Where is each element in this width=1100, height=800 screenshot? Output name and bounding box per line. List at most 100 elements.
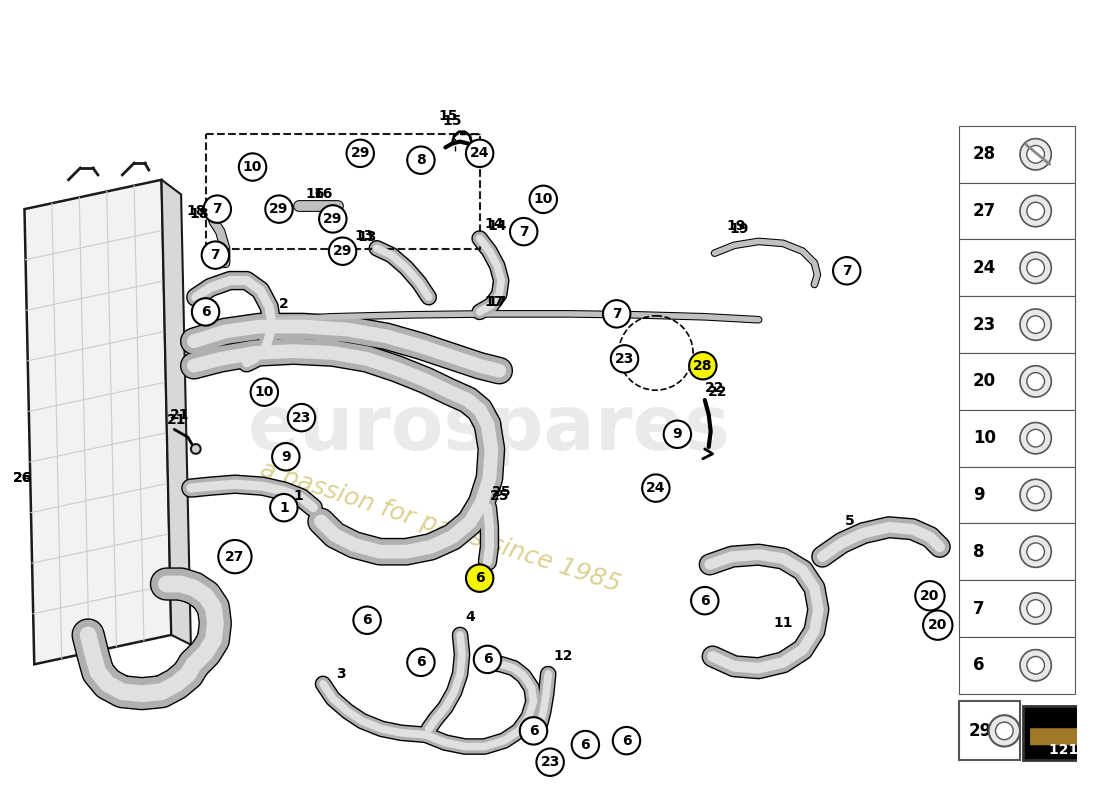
- Text: eurospares: eurospares: [248, 392, 730, 466]
- Text: 4: 4: [465, 610, 475, 624]
- Text: 25: 25: [490, 489, 509, 503]
- Text: 7: 7: [974, 599, 984, 618]
- Circle shape: [1026, 316, 1045, 334]
- Text: 7: 7: [842, 264, 851, 278]
- Circle shape: [191, 444, 200, 454]
- Text: 15: 15: [439, 109, 458, 123]
- Text: 26: 26: [13, 471, 32, 486]
- Text: 10: 10: [254, 385, 274, 399]
- Text: 11: 11: [773, 616, 793, 630]
- Circle shape: [1026, 430, 1045, 447]
- Circle shape: [407, 649, 434, 676]
- Text: 13: 13: [358, 230, 377, 243]
- Circle shape: [1026, 486, 1045, 504]
- Text: 23: 23: [292, 410, 311, 425]
- Text: 21: 21: [166, 413, 186, 426]
- Bar: [959, 466, 1075, 523]
- Circle shape: [1020, 138, 1052, 170]
- Text: 9: 9: [974, 486, 984, 504]
- Circle shape: [529, 186, 557, 213]
- Circle shape: [1026, 259, 1045, 277]
- Text: 17: 17: [485, 295, 504, 309]
- Circle shape: [218, 540, 252, 574]
- Circle shape: [642, 474, 670, 502]
- Circle shape: [691, 587, 718, 614]
- Circle shape: [1020, 252, 1052, 283]
- Circle shape: [201, 242, 229, 269]
- Circle shape: [610, 345, 638, 373]
- Circle shape: [833, 257, 860, 285]
- Text: 23: 23: [540, 755, 560, 769]
- Text: 18: 18: [189, 207, 209, 221]
- Text: 14: 14: [485, 217, 504, 231]
- Text: 27: 27: [974, 202, 997, 220]
- Bar: [959, 637, 1075, 694]
- Text: 6: 6: [483, 653, 493, 666]
- Bar: [959, 523, 1075, 580]
- Circle shape: [510, 218, 538, 246]
- Text: 20: 20: [928, 618, 947, 632]
- Circle shape: [466, 565, 494, 592]
- Text: 23: 23: [615, 352, 635, 366]
- Text: 14: 14: [487, 218, 507, 233]
- Text: 10: 10: [974, 429, 996, 447]
- Text: 6: 6: [362, 614, 372, 627]
- Circle shape: [572, 731, 600, 758]
- Bar: [959, 580, 1075, 637]
- Circle shape: [663, 421, 691, 448]
- Text: 8: 8: [416, 153, 426, 167]
- Bar: [206, 134, 480, 250]
- Circle shape: [1026, 146, 1045, 163]
- Text: 6: 6: [621, 734, 631, 748]
- Text: 19: 19: [729, 222, 749, 236]
- Text: 6: 6: [700, 594, 710, 608]
- Text: 29: 29: [333, 244, 352, 258]
- Circle shape: [613, 727, 640, 754]
- Circle shape: [996, 722, 1013, 740]
- Text: 16: 16: [314, 187, 332, 202]
- Circle shape: [689, 352, 716, 379]
- Text: 29: 29: [323, 212, 342, 226]
- Bar: [1023, 706, 1100, 760]
- Text: 10: 10: [534, 192, 553, 206]
- Circle shape: [1020, 309, 1052, 340]
- Circle shape: [346, 140, 374, 167]
- Text: 7: 7: [210, 248, 220, 262]
- Text: 28: 28: [974, 146, 997, 163]
- Text: 3: 3: [336, 667, 345, 681]
- Text: 6: 6: [581, 738, 591, 751]
- Text: 6: 6: [201, 305, 210, 319]
- Text: 10: 10: [243, 160, 262, 174]
- Text: 21: 21: [169, 408, 189, 422]
- Circle shape: [329, 238, 356, 265]
- Text: 7: 7: [212, 202, 222, 216]
- Circle shape: [353, 606, 381, 634]
- Text: 29: 29: [969, 722, 992, 740]
- Text: 22: 22: [705, 382, 724, 395]
- Text: 16: 16: [306, 187, 324, 202]
- Polygon shape: [162, 180, 191, 645]
- Circle shape: [251, 378, 278, 406]
- Text: 29: 29: [351, 146, 370, 160]
- Text: 26: 26: [13, 471, 32, 486]
- Text: 27: 27: [226, 550, 244, 564]
- Text: 6: 6: [475, 571, 484, 585]
- Circle shape: [603, 300, 630, 327]
- Circle shape: [1020, 422, 1052, 454]
- Circle shape: [1026, 373, 1045, 390]
- Text: 6: 6: [529, 724, 538, 738]
- Polygon shape: [24, 180, 172, 664]
- Circle shape: [466, 140, 494, 167]
- Text: 15: 15: [442, 114, 462, 128]
- Circle shape: [923, 610, 953, 640]
- Bar: [959, 410, 1075, 466]
- Circle shape: [204, 195, 231, 223]
- Text: 7: 7: [519, 225, 528, 238]
- Circle shape: [288, 404, 316, 431]
- Circle shape: [191, 298, 219, 326]
- Circle shape: [265, 195, 293, 223]
- Text: a passion for parts since 1985: a passion for parts since 1985: [257, 458, 624, 597]
- Circle shape: [537, 749, 564, 776]
- Text: 28: 28: [693, 358, 713, 373]
- Text: 7: 7: [612, 307, 621, 321]
